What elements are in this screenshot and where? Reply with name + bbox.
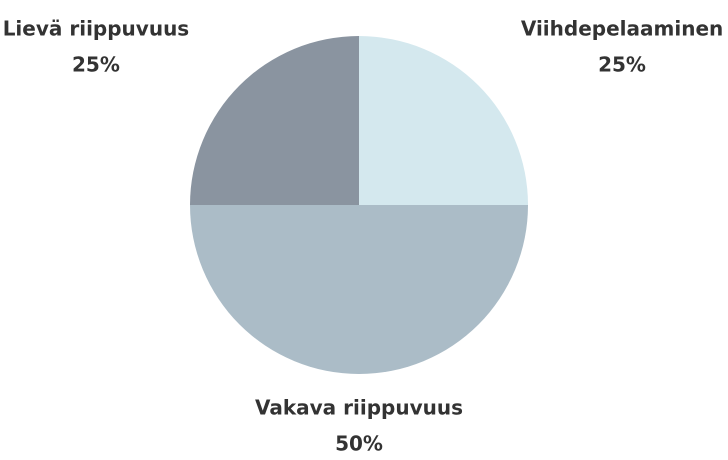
slice-value-label: 50% xyxy=(335,432,383,456)
slice-label: Viihdepelaaminen xyxy=(521,17,723,41)
pie-slice xyxy=(359,36,528,205)
slice-value-label: 25% xyxy=(598,53,646,77)
slice-label: Lievä riippuvuus xyxy=(3,17,190,41)
slice-label: Vakava riippuvuus xyxy=(255,396,463,420)
pie-slice xyxy=(190,205,528,374)
slice-value-label: 25% xyxy=(72,53,120,77)
pie-slice xyxy=(190,36,359,205)
